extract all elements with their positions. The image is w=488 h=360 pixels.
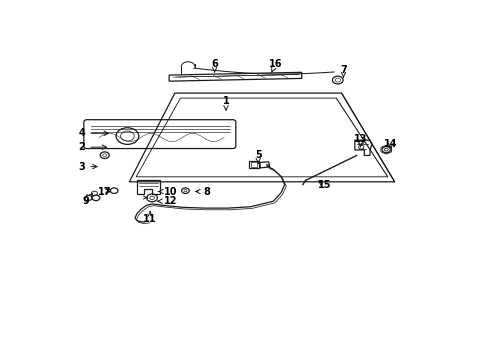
Text: 16: 16 xyxy=(268,59,282,72)
Text: 13: 13 xyxy=(353,134,366,147)
Text: 8: 8 xyxy=(195,186,210,197)
Text: 2: 2 xyxy=(79,142,106,152)
Text: 11: 11 xyxy=(143,211,157,224)
Text: 15: 15 xyxy=(317,180,330,190)
Text: 10: 10 xyxy=(158,186,178,197)
Text: 12: 12 xyxy=(158,196,178,206)
Text: 6: 6 xyxy=(211,59,218,72)
Text: 5: 5 xyxy=(254,150,261,163)
Text: 3: 3 xyxy=(79,162,97,172)
Bar xyxy=(250,162,257,167)
Bar xyxy=(248,161,259,168)
Text: 1: 1 xyxy=(222,96,229,110)
Text: 7: 7 xyxy=(339,64,346,77)
Text: 17: 17 xyxy=(98,186,111,197)
Text: 14: 14 xyxy=(383,139,397,149)
Text: 9: 9 xyxy=(82,194,92,206)
Text: 4: 4 xyxy=(79,128,108,138)
